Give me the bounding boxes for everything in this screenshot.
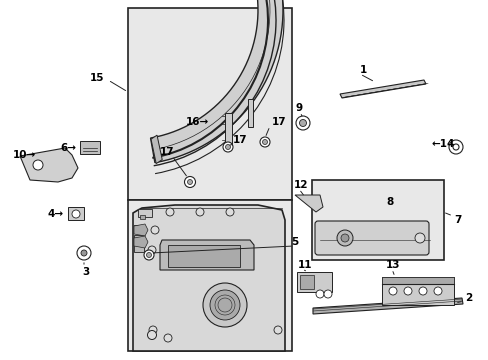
- Text: 2: 2: [464, 293, 471, 303]
- Bar: [311, 180, 443, 260]
- Circle shape: [77, 246, 91, 260]
- Circle shape: [148, 246, 156, 254]
- Circle shape: [299, 120, 306, 126]
- Circle shape: [273, 326, 282, 334]
- Bar: [140, 215, 145, 219]
- Circle shape: [149, 326, 157, 334]
- Circle shape: [340, 234, 348, 242]
- Text: 1: 1: [359, 65, 366, 75]
- Circle shape: [72, 210, 80, 218]
- Text: 3: 3: [82, 267, 89, 277]
- Text: 13: 13: [385, 260, 400, 270]
- Circle shape: [388, 287, 396, 295]
- Polygon shape: [160, 240, 253, 270]
- Text: 17: 17: [232, 135, 247, 145]
- Circle shape: [196, 208, 203, 216]
- Circle shape: [81, 250, 87, 256]
- Circle shape: [295, 116, 309, 130]
- Bar: [224, 113, 231, 145]
- Circle shape: [203, 283, 246, 327]
- Bar: [247, 99, 252, 127]
- Polygon shape: [134, 236, 148, 248]
- Bar: [128, 200, 291, 351]
- Polygon shape: [339, 80, 425, 98]
- Text: 16→: 16→: [185, 117, 209, 127]
- Text: 9: 9: [295, 103, 303, 113]
- Circle shape: [452, 144, 458, 150]
- Text: 11: 11: [297, 260, 312, 270]
- Circle shape: [223, 142, 232, 152]
- Bar: [134, 245, 143, 252]
- Text: 17: 17: [271, 117, 286, 127]
- Circle shape: [418, 287, 426, 295]
- Circle shape: [165, 208, 174, 216]
- Text: 5: 5: [290, 237, 298, 247]
- FancyBboxPatch shape: [314, 221, 428, 255]
- Bar: [381, 277, 453, 284]
- Circle shape: [184, 176, 195, 188]
- Polygon shape: [20, 148, 78, 182]
- Circle shape: [414, 233, 424, 243]
- Polygon shape: [150, 0, 283, 163]
- Text: 6→: 6→: [60, 143, 76, 153]
- Circle shape: [260, 137, 269, 147]
- Circle shape: [209, 290, 240, 320]
- Bar: [134, 225, 143, 232]
- Bar: [381, 277, 453, 305]
- Bar: [128, 8, 291, 200]
- Circle shape: [151, 226, 159, 234]
- Circle shape: [146, 252, 151, 257]
- Circle shape: [225, 208, 234, 216]
- Circle shape: [433, 287, 441, 295]
- Text: 10→: 10→: [13, 150, 36, 160]
- Bar: [134, 235, 143, 242]
- Bar: [296, 272, 331, 292]
- Circle shape: [187, 180, 192, 185]
- Text: 17: 17: [160, 147, 174, 157]
- Polygon shape: [294, 195, 323, 212]
- Polygon shape: [151, 135, 162, 163]
- Bar: [80, 141, 100, 154]
- Circle shape: [315, 290, 324, 298]
- Bar: [138, 209, 152, 217]
- Circle shape: [262, 140, 267, 144]
- Text: 12: 12: [293, 180, 308, 190]
- Circle shape: [448, 140, 462, 154]
- Polygon shape: [133, 205, 285, 351]
- Circle shape: [147, 330, 156, 339]
- Bar: [299, 275, 313, 289]
- Text: 4→: 4→: [48, 209, 64, 219]
- Circle shape: [324, 290, 331, 298]
- Bar: [68, 207, 84, 220]
- Polygon shape: [134, 224, 148, 236]
- Bar: [168, 245, 240, 267]
- Text: ←14: ←14: [431, 139, 454, 149]
- Polygon shape: [312, 298, 462, 314]
- Circle shape: [403, 287, 411, 295]
- Text: 15: 15: [90, 73, 104, 83]
- Text: 8: 8: [385, 197, 392, 207]
- Circle shape: [33, 160, 43, 170]
- Circle shape: [225, 144, 230, 149]
- Text: 7: 7: [453, 215, 461, 225]
- Circle shape: [336, 230, 352, 246]
- Circle shape: [143, 250, 154, 260]
- Circle shape: [163, 334, 172, 342]
